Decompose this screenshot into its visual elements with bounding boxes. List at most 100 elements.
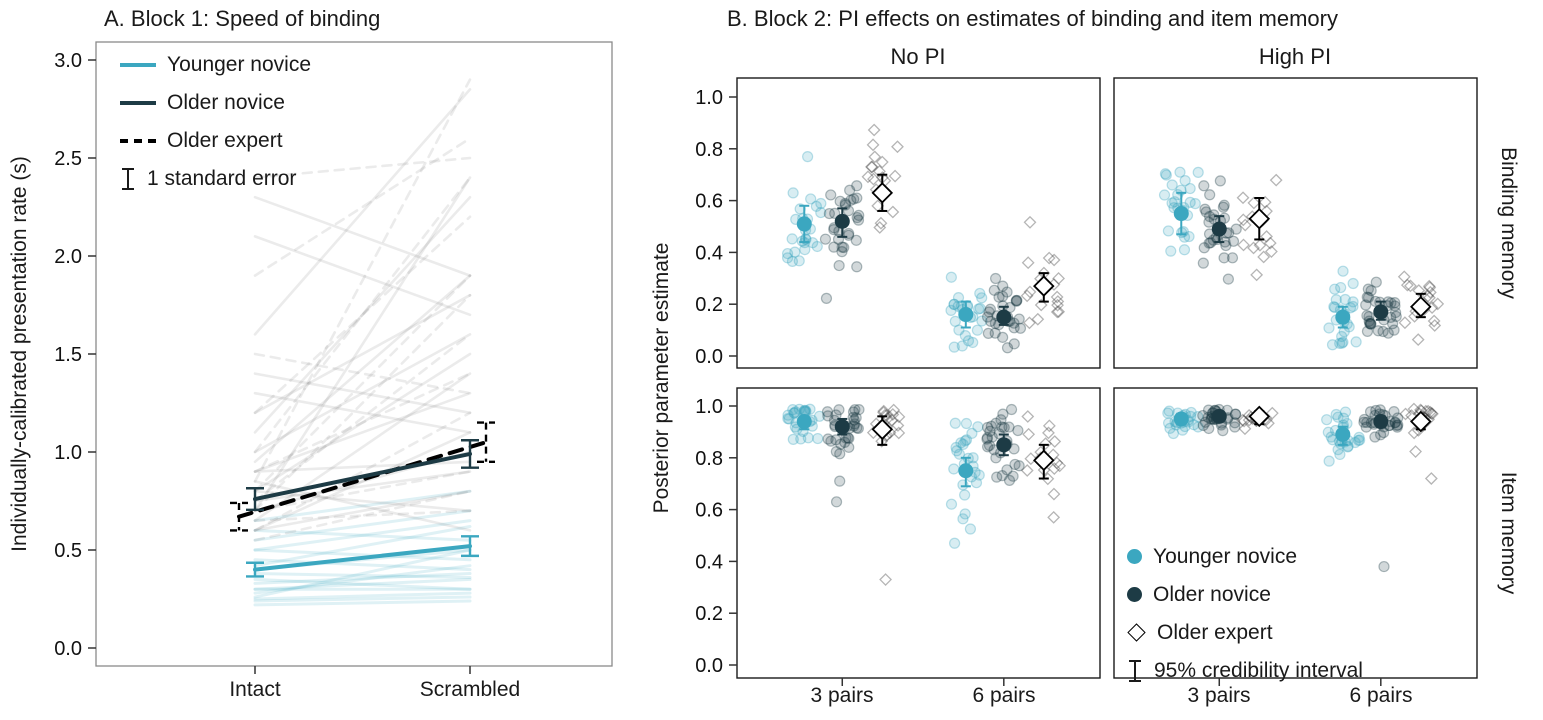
individual-participant-line <box>253 509 472 542</box>
individual-participant-line <box>253 470 472 503</box>
individual-participant-line <box>253 372 472 522</box>
scatter-point <box>1053 459 1067 473</box>
group-mean-marker <box>871 418 894 441</box>
individual-participant-line <box>253 137 472 277</box>
scatter-point <box>1051 298 1064 312</box>
individual-participant-line <box>253 599 472 607</box>
scatter-point <box>873 221 887 234</box>
scatter-point <box>1358 413 1371 426</box>
scatter-point <box>1364 318 1377 330</box>
scatter-point <box>834 475 846 487</box>
error-bar-icon <box>122 167 134 190</box>
scatter-point <box>1188 419 1200 431</box>
scatter-point <box>1217 425 1229 437</box>
scatter-point <box>1229 408 1242 420</box>
scatter-point <box>1042 251 1056 265</box>
scatter-point <box>1202 404 1215 416</box>
scatter-point <box>949 537 961 549</box>
group-mean-marker <box>996 309 1012 325</box>
individual-participant-line <box>253 572 472 579</box>
y-tick-label: 1.0 <box>695 396 723 418</box>
scatter-point <box>1362 283 1374 295</box>
individual-participant-line <box>253 274 472 464</box>
scatter-point <box>830 496 843 508</box>
scatter-point <box>1334 448 1346 461</box>
y-tick-label: 0.0 <box>54 638 82 660</box>
scatter-point <box>851 192 863 204</box>
scatter-point <box>1001 464 1013 476</box>
scatter-point <box>1001 342 1014 354</box>
group-mean-marker <box>1033 449 1055 472</box>
individual-participant-line <box>253 489 472 532</box>
group-mean-line <box>253 451 472 502</box>
scatter-point <box>834 195 846 207</box>
group-mean-marker <box>871 182 894 204</box>
individual-participant-line <box>253 595 472 603</box>
scatter-point <box>981 421 994 434</box>
scatter-point <box>1389 417 1401 429</box>
scatter-point <box>990 417 1002 429</box>
scatter-point <box>1230 223 1242 235</box>
scatter-point <box>825 189 837 201</box>
scatter-point <box>950 441 962 454</box>
scatter-point <box>970 477 983 489</box>
y-tick-label: 0.6 <box>695 191 723 213</box>
legend-entry-older-novice: Older novice <box>1127 580 1363 609</box>
y-tick-label: 0.5 <box>54 540 82 562</box>
scatter-point <box>1050 290 1064 304</box>
scatter-point <box>1034 298 1048 312</box>
scatter-point <box>1360 421 1372 433</box>
scatter-point <box>1411 333 1425 347</box>
group-mean-marker <box>1173 411 1189 427</box>
scatter-point <box>1021 410 1035 423</box>
individual-participant-line <box>253 489 472 523</box>
scatter-point <box>1390 306 1402 319</box>
individual-participant-line <box>253 489 472 513</box>
scatter-point <box>1008 317 1020 329</box>
scatter-point <box>976 292 988 304</box>
scatter-point <box>1230 408 1242 420</box>
group-mean-marker <box>1373 304 1389 320</box>
scatter-point <box>1021 256 1035 270</box>
scatter-point <box>1159 168 1172 180</box>
scatter-point <box>851 180 863 192</box>
scatter-point <box>1237 414 1251 428</box>
scatter-point <box>805 193 817 205</box>
scatter-point <box>1042 426 1055 440</box>
group-mean-marker <box>834 213 850 229</box>
scatter-point <box>964 523 977 535</box>
scatter-point <box>822 410 834 422</box>
error-bar-icon <box>1129 659 1141 682</box>
scatter-point <box>1428 319 1442 332</box>
scatter-point <box>1169 196 1181 208</box>
scatter-point <box>888 169 902 183</box>
scatter-point <box>951 445 963 457</box>
individual-participant-line <box>253 548 472 562</box>
scatter-point <box>836 241 848 253</box>
individual-participant-line <box>253 577 472 591</box>
scatter-point <box>1389 300 1401 312</box>
legend-label: 1 standard error <box>147 166 297 190</box>
scatter-point <box>1258 195 1272 209</box>
scatter-point <box>1199 203 1211 215</box>
older-novice-line-swatch-icon <box>120 100 156 105</box>
scatter-point <box>1339 293 1351 306</box>
scatter-point <box>787 433 799 445</box>
scatter-point <box>1009 458 1021 471</box>
scatter-point <box>983 439 996 452</box>
younger-novice-line-swatch-icon <box>120 62 156 67</box>
scatter-point <box>962 335 975 347</box>
scatter-point <box>1427 314 1441 328</box>
y-tick-label: 0.6 <box>695 500 723 522</box>
scatter-point <box>1321 414 1333 426</box>
individual-participant-line <box>253 352 472 395</box>
scatter-point <box>853 209 865 221</box>
scatter-point <box>1364 406 1377 418</box>
scatter-point <box>997 280 1009 292</box>
scatter-point <box>793 255 805 267</box>
facet-row-label-binding-memory: Binding memory <box>1497 147 1520 299</box>
scatter-point <box>981 311 994 323</box>
individual-participant-line <box>253 591 472 601</box>
scatter-point <box>844 184 856 196</box>
scatter-point <box>1185 406 1197 419</box>
